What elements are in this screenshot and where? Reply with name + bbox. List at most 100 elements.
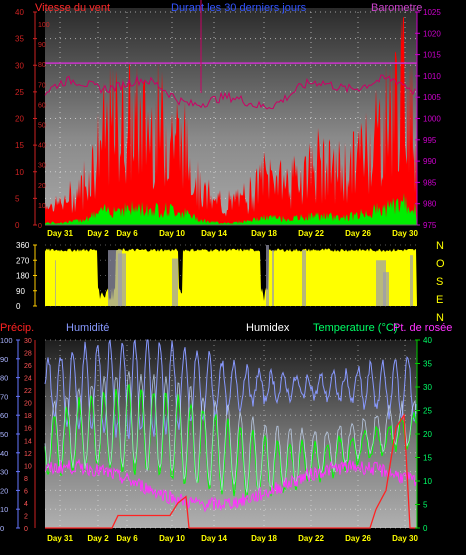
wind-axis-tick-label: 5	[15, 194, 20, 203]
humidity-axis-tick-label: 90	[0, 355, 8, 364]
wind-average-series	[45, 193, 417, 225]
barometer-axis-tick-label: 995	[423, 136, 437, 145]
precipitation-axis-tick-label: 30	[24, 338, 32, 345]
wind-speed-series	[45, 17, 417, 226]
precipitation-axis-tick-label: 0	[24, 526, 28, 533]
precipitation-axis-tick-label: 12	[24, 451, 32, 458]
wind-kmh-tick-label: 90	[38, 42, 46, 49]
wind-kmh-tick-label: 60	[38, 102, 46, 109]
temperature-axis-tick-label: 35	[423, 360, 432, 369]
humidity-axis-tick-label: 10	[0, 505, 8, 514]
wind-axis-tick-label: 25	[15, 88, 24, 97]
direction-axis-tick-label: 180	[16, 272, 30, 281]
precipitation-axis-tick-label: 22	[24, 388, 32, 395]
humidity-legend: Humidité	[66, 322, 109, 334]
direction-axis-tick-label: 90	[16, 287, 25, 296]
barometer-axis-tick-label: 1010	[423, 72, 441, 81]
humidity-axis-tick-label: 30	[0, 468, 8, 477]
wind-axis-tick-label: 0	[15, 221, 20, 230]
wind-axis-tick-label: 20	[15, 115, 24, 124]
precipitation-axis-tick-label: 20	[24, 401, 32, 408]
wind-kmh-tick-label: 0	[38, 223, 42, 230]
wind-kmh-tick-label: 10	[38, 203, 46, 210]
temperature-axis-tick-label: 40	[423, 336, 432, 345]
wind-direction-gap	[376, 260, 386, 306]
compass-letter: N	[436, 240, 444, 252]
humidity-axis-tick-label: 70	[0, 392, 8, 401]
temperature-axis-tick-label: 30	[423, 383, 432, 392]
day-label: Day 14	[201, 534, 227, 543]
compass-letter: E	[436, 294, 443, 306]
barometer-label: Barometre	[371, 2, 422, 14]
wind-kmh-tick-label: 80	[38, 62, 46, 69]
barometer-series	[44, 74, 416, 110]
precipitation-axis-tick-label: 8	[24, 476, 28, 483]
temperature-legend: Temperature (°C)	[313, 322, 397, 334]
humidity-axis-tick-label: 80	[0, 374, 8, 383]
day-label: Day 30	[392, 534, 418, 543]
dewpoint-legend: Pt. de rosée	[393, 322, 452, 334]
barometer-axis-tick-label: 1020	[423, 29, 441, 38]
day-label: Day 10	[159, 229, 185, 238]
day-label: Day 18	[251, 229, 277, 238]
humidity-axis-tick-label: 50	[0, 430, 8, 439]
wind-direction-gap	[266, 245, 269, 306]
humidity-axis-tick-label: 0	[0, 524, 4, 533]
compass-letter: O	[436, 258, 445, 270]
barometer-axis-tick-label: 1025	[423, 8, 441, 17]
precipitation-series	[45, 413, 417, 529]
day-label: Day 22	[298, 229, 324, 238]
temperature-axis-tick-label: 0	[423, 524, 428, 533]
precipitation-axis-tick-label: 2	[24, 513, 28, 520]
direction-axis-tick-label: 270	[16, 256, 30, 265]
precip-legend: Précip.	[0, 322, 34, 334]
wind-direction-gap	[302, 250, 306, 306]
dewpoint-series	[44, 458, 417, 513]
direction-axis-tick-label: 360	[16, 241, 30, 250]
wind-direction-gap	[383, 272, 389, 306]
precipitation-axis-tick-label: 26	[24, 363, 32, 370]
day-label: Day 31	[47, 229, 73, 238]
direction-axis-tick-label: 0	[16, 302, 21, 311]
wind-direction-gap	[172, 258, 178, 306]
precipitation-axis-tick-label: 14	[24, 438, 32, 445]
wind-direction-series	[45, 248, 417, 306]
humidity-axis-tick-label: 20	[0, 486, 8, 495]
wind-direction-gap	[118, 253, 126, 306]
precipitation-axis-tick-label: 24	[24, 376, 32, 383]
wind-kmh-tick-label: 50	[38, 123, 46, 130]
day-label: Day 31	[47, 534, 73, 543]
barometer-axis-tick-label: 1005	[423, 93, 441, 102]
humidity-axis-tick-label: 60	[0, 411, 8, 420]
wind-kmh-tick-label: 30	[38, 163, 46, 170]
humidity-axis-tick-label: 40	[0, 449, 8, 458]
precipitation-axis-tick-label: 4	[24, 501, 28, 508]
wind-direction-gap	[410, 255, 413, 306]
day-label: Day 30	[392, 229, 418, 238]
precipitation-axis-tick-label: 28	[24, 351, 32, 358]
temperature-axis-tick-label: 10	[423, 477, 432, 486]
barometer-axis-tick-label: 990	[423, 157, 437, 166]
wind-kmh-tick-label: 100	[38, 22, 50, 29]
precipitation-axis-tick-label: 16	[24, 426, 32, 433]
compass-letter: N	[436, 312, 444, 324]
wind-axis-tick-label: 40	[15, 8, 24, 17]
wind-axis-tick-label: 15	[15, 141, 24, 150]
wind-kmh-tick-label: 40	[38, 143, 46, 150]
day-label: Day 22	[298, 534, 324, 543]
precipitation-axis-tick-label: 6	[24, 488, 28, 495]
wind-axis-tick-label: 30	[15, 61, 24, 70]
barometer-axis-tick-label: 980	[423, 200, 437, 209]
day-label: Day 18	[251, 534, 277, 543]
barometer-axis-tick-label: 1000	[423, 115, 441, 124]
humidity-series	[44, 339, 417, 440]
day-label: Day 2	[87, 229, 109, 238]
period-label: Durant les 30 derniers jours	[171, 2, 307, 14]
day-label: Day 14	[201, 229, 227, 238]
humidex-legend: Humidex	[246, 322, 290, 334]
wind-speed-label: Vitesse du vent	[35, 2, 110, 14]
temperature-axis-tick-label: 25	[423, 407, 432, 416]
day-label: Day 2	[87, 534, 109, 543]
barometer-axis-tick-label: 985	[423, 178, 437, 187]
